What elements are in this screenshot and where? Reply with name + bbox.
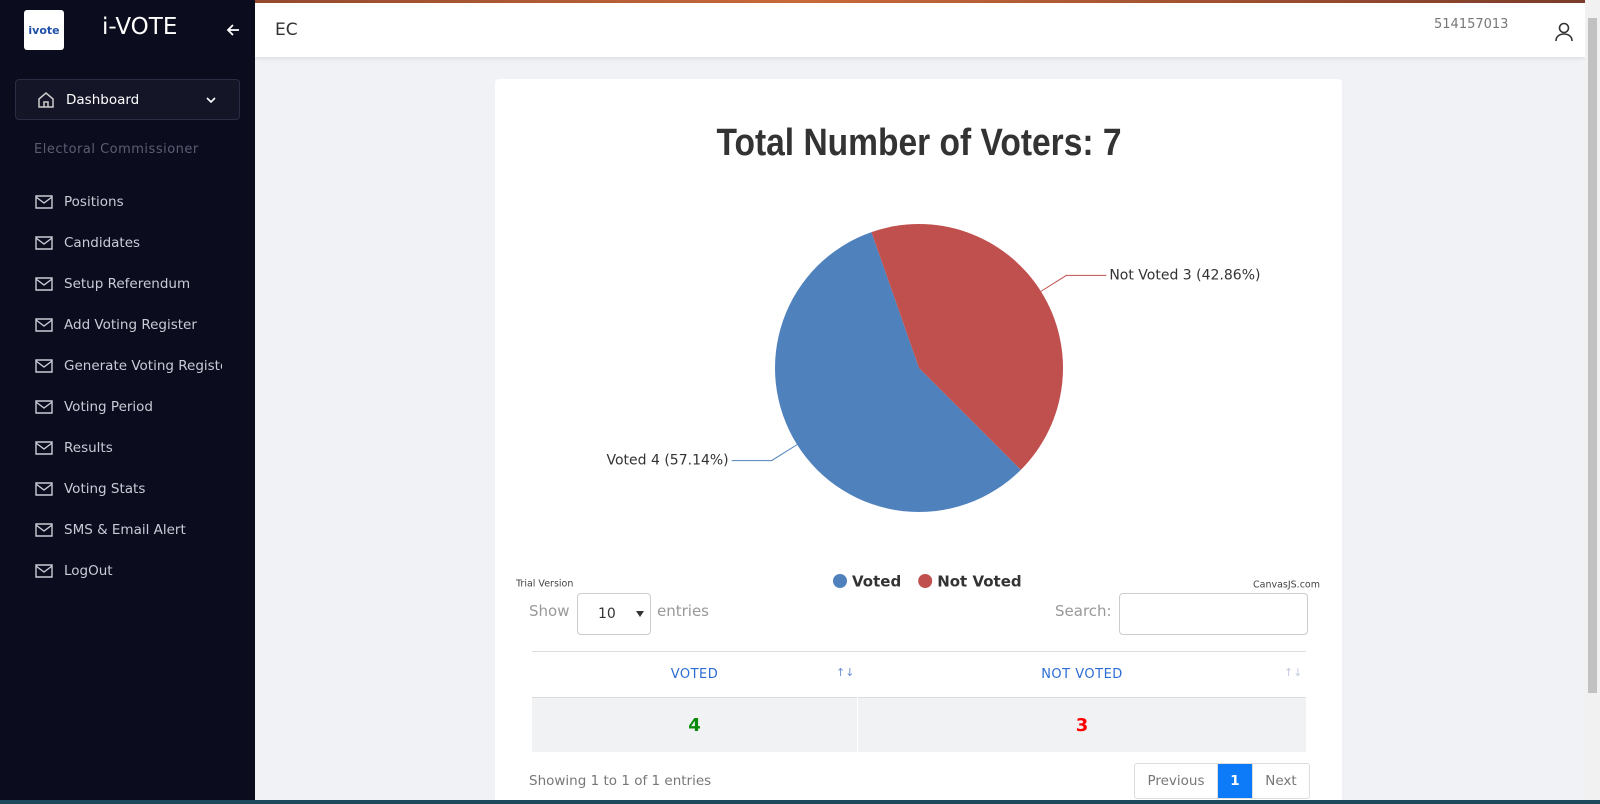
voted-cell: 4	[532, 698, 857, 752]
top-strip	[0, 0, 1600, 3]
icon-shape	[35, 482, 53, 496]
legend-label: Voted	[852, 573, 901, 591]
sort-icon[interactable]: ↑↓	[836, 666, 855, 679]
icon-shape	[35, 400, 53, 414]
menu-label: Candidates	[64, 235, 141, 251]
menu-item[interactable]: Results	[34, 437, 113, 459]
sidebar: ivote i-VOTE Dashboard Electoral Commiss…	[0, 0, 255, 804]
scrollbar[interactable]	[1585, 0, 1600, 804]
logo: ivote	[24, 10, 64, 50]
menu-icon	[35, 318, 53, 332]
column-header[interactable]: VOTED	[532, 652, 857, 698]
icon-shape	[35, 318, 53, 332]
menu-icon	[35, 564, 53, 578]
entries-value: 10	[598, 606, 616, 622]
menu-item[interactable]: Add Voting Register	[34, 314, 197, 336]
menu-icon	[35, 359, 53, 373]
sort-icon[interactable]: ↑↓	[1284, 666, 1303, 679]
icon-shape	[35, 441, 53, 455]
menu-item[interactable]: Voting Stats	[34, 478, 145, 500]
brand: i-VOTE	[102, 14, 178, 40]
menu-item[interactable]: LogOut	[34, 560, 113, 582]
icon-shape	[35, 564, 53, 578]
watermark: Trial Version	[515, 579, 573, 590]
menu-icon	[35, 523, 53, 537]
logo-text: ivote	[28, 23, 60, 37]
chart-title: Total Number of Voters: 7	[717, 122, 1122, 164]
menu-icon	[35, 195, 53, 209]
label-leader	[731, 444, 798, 462]
user-icon[interactable]	[1553, 21, 1575, 43]
menu-item[interactable]: Candidates	[34, 232, 140, 254]
menu-item[interactable]: Setup Referendum	[34, 273, 190, 295]
table-info: Showing 1 to 1 of 1 entries	[529, 773, 712, 789]
menu-icon	[35, 400, 53, 414]
menu-label: SMS & Email Alert	[64, 522, 186, 538]
home-icon	[38, 91, 54, 108]
label-leader	[1040, 274, 1107, 292]
entries-label: entries	[657, 602, 709, 620]
dashboard-button[interactable]: Dashboard	[15, 79, 240, 120]
menu-label: Results	[64, 440, 113, 456]
show-label: Show	[529, 602, 570, 620]
menu-label: Voting Period	[64, 399, 154, 415]
icon-shape	[35, 195, 53, 209]
menu-label: Add Voting Register	[64, 317, 197, 333]
chevron	[206, 96, 216, 103]
menu-label: Positions	[64, 194, 124, 210]
pagination: Previous 1 Next	[1134, 763, 1310, 799]
section-label: Electoral Commissioner	[34, 142, 199, 157]
legend-swatch	[833, 574, 847, 588]
previous-button[interactable]: Previous	[1135, 764, 1218, 798]
menu-icon	[35, 441, 53, 455]
menu-label: LogOut	[64, 563, 113, 579]
menu-item[interactable]: SMS & Email Alert	[34, 519, 186, 541]
pie-slice	[871, 224, 1063, 470]
search-input[interactable]	[1119, 593, 1308, 635]
column-header[interactable]: NOT VOTED	[858, 652, 1306, 698]
menu-item[interactable]: Generate Voting Register	[34, 355, 222, 377]
menu-label: Voting Stats	[64, 481, 146, 497]
collapse-button[interactable]	[225, 22, 241, 38]
page-title: EC	[275, 20, 298, 40]
page-button[interactable]: 1	[1218, 764, 1252, 798]
icon-shape	[35, 523, 53, 537]
next-button[interactable]: Next	[1252, 764, 1309, 798]
icon-shape	[35, 277, 53, 291]
menu-item[interactable]: Voting Period	[34, 396, 153, 418]
menu-label: Generate Voting Register	[64, 358, 222, 374]
legend-swatch	[918, 574, 933, 588]
search-label: Search:	[1055, 602, 1112, 620]
topbar: EC 514157013	[255, 3, 1585, 57]
select-arrow	[636, 611, 644, 617]
icon-shape	[35, 359, 53, 373]
user-id: 514157013	[1434, 17, 1509, 32]
taskbar-edge	[0, 800, 1600, 804]
menu-icon	[35, 236, 53, 250]
pie-label: Voted 4 (57.14%)	[606, 453, 728, 469]
menu-item[interactable]: Positions	[34, 191, 124, 213]
menu-icon	[35, 277, 53, 291]
menu-label: Setup Referendum	[64, 276, 191, 292]
menu-icon	[35, 482, 53, 496]
legend-label: Not Voted	[937, 573, 1021, 591]
not-voted-cell: 3	[858, 698, 1306, 752]
dashboard-label: Dashboard	[66, 91, 140, 108]
credit[interactable]: CanvasJS.com	[1253, 580, 1320, 591]
scroll-thumb[interactable]	[1588, 18, 1597, 693]
table-top-border	[532, 651, 1306, 652]
pie-label: Not Voted 3 (42.86%)	[1109, 267, 1260, 283]
icon-shape	[35, 236, 53, 250]
pie-slice	[774, 232, 1021, 512]
entries-select[interactable]: 10	[577, 593, 651, 635]
